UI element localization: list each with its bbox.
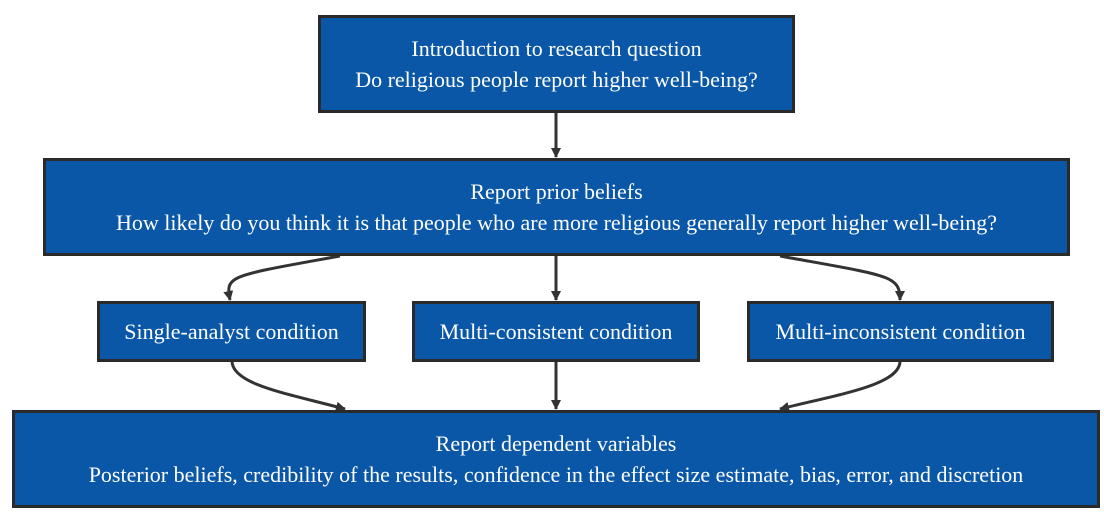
multi-consistent-node: Multi-consistent condition (412, 301, 700, 362)
intro-node: Introduction to research question Do rel… (318, 15, 795, 113)
edge-inconsistent-to-dependent (779, 360, 902, 412)
edge-prior-to-single (223, 254, 341, 301)
multi-consistent-label: Multi-consistent condition (439, 319, 673, 344)
edge-prior-to-inconsistent (779, 254, 905, 301)
prior-beliefs-subtitle: How likely do you think it is that peopl… (116, 210, 997, 235)
prior-beliefs-title: Report prior beliefs (470, 179, 643, 204)
intro-subtitle: Do religious people report higher well-b… (355, 67, 758, 92)
single-analyst-node: Single-analyst condition (97, 301, 366, 362)
dependent-variables-title: Report dependent variables (435, 431, 677, 456)
multi-inconsistent-node: Multi-inconsistent condition (747, 301, 1054, 362)
edge-single-to-dependent (230, 360, 346, 412)
prior-beliefs-node: Report prior beliefs How likely do you t… (43, 158, 1070, 256)
dependent-variables-subtitle: Posterior beliefs, credibility of the re… (88, 462, 1024, 487)
dependent-variables-node: Report dependent variables Posterior bel… (12, 410, 1100, 508)
intro-title: Introduction to research question (411, 36, 702, 61)
single-analyst-label: Single-analyst condition (124, 319, 339, 344)
multi-inconsistent-label: Multi-inconsistent condition (775, 319, 1026, 344)
